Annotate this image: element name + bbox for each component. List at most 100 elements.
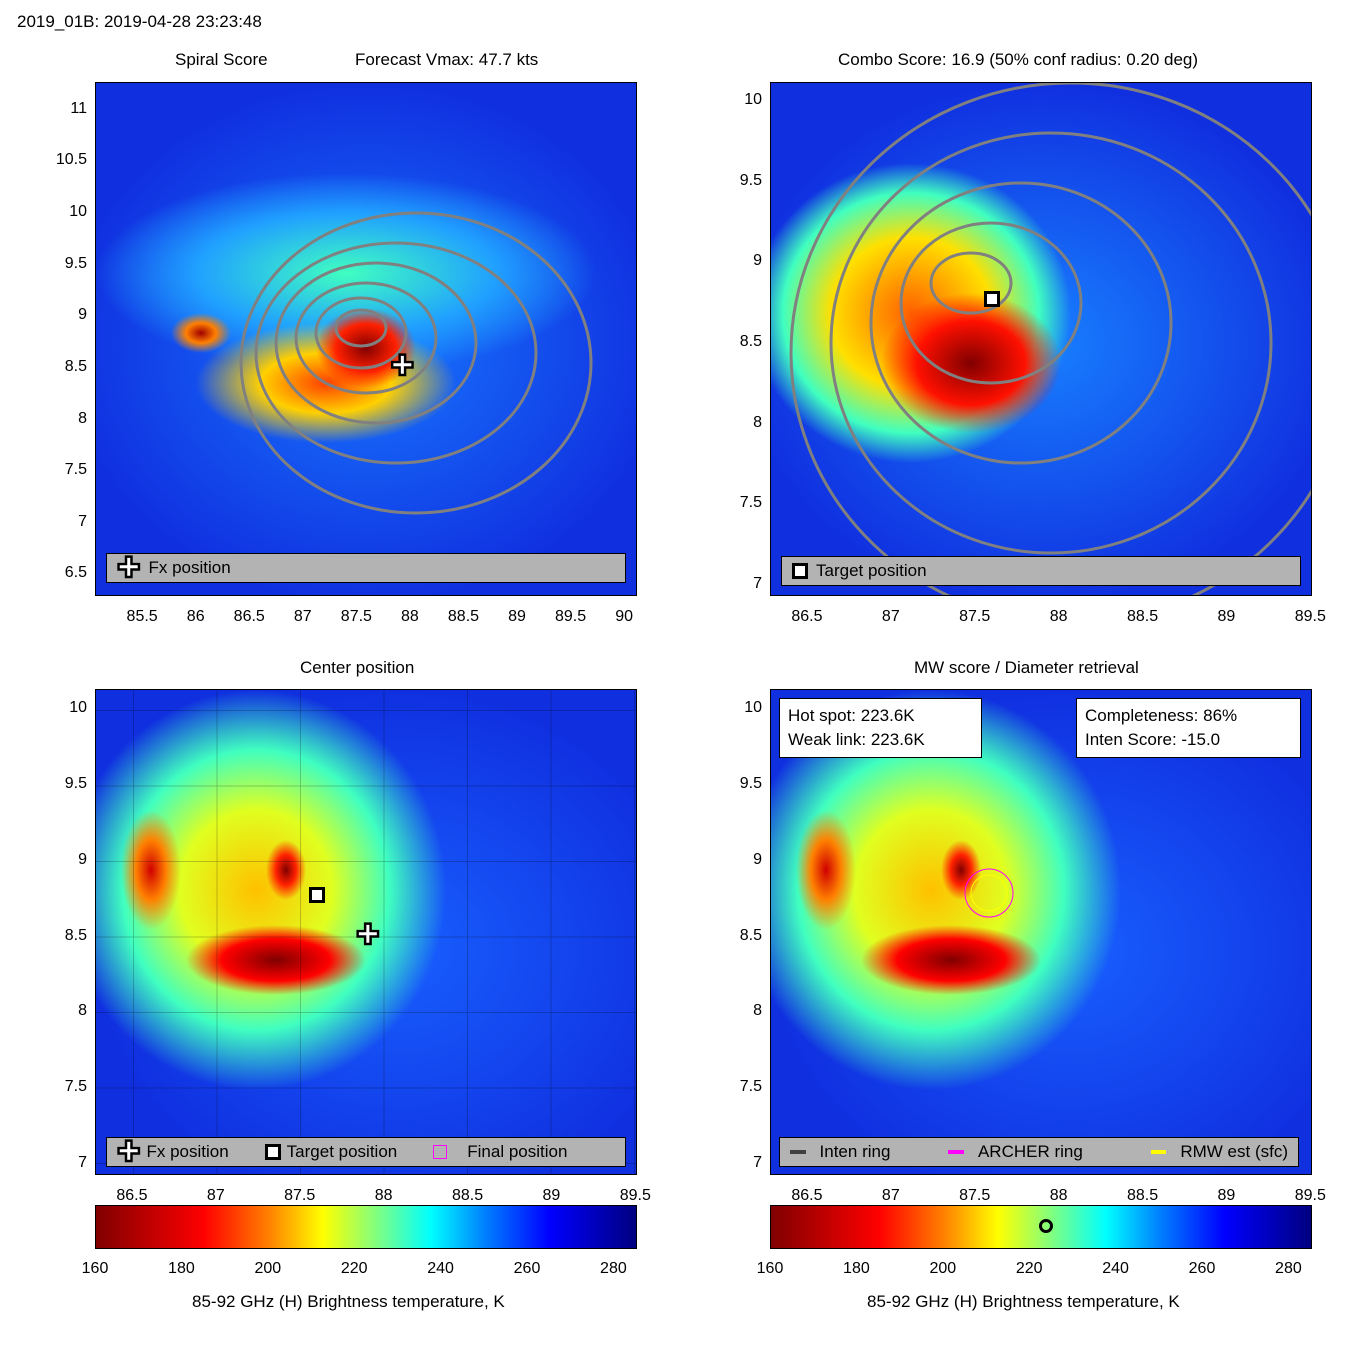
x-tick-label: 88	[1049, 1187, 1068, 1204]
x-tick-label: 90	[615, 608, 634, 625]
y-tick-label: 7.5	[739, 494, 762, 512]
colorbar-tick-label: 280	[600, 1260, 627, 1277]
inten-score: Inten Score: -15.0	[1085, 730, 1221, 749]
x-tick-label: 86.5	[116, 1187, 148, 1204]
x-tick-label: 87.5	[959, 608, 991, 625]
colorbar-left	[95, 1205, 637, 1249]
colorbar-right	[770, 1205, 1312, 1249]
target-position-marker	[309, 887, 326, 904]
legend-fx: Fx position	[148, 558, 231, 577]
legend-inten: Inten ring	[819, 1142, 891, 1161]
br-title: MW score / Diameter retrieval	[914, 658, 1139, 677]
y-tick-label: 8	[78, 409, 87, 427]
y-tick-label: 10.5	[55, 151, 87, 169]
y-tick-label: 7	[753, 1154, 762, 1172]
x-tick-label: 86.5	[233, 608, 265, 625]
x-tick-label: 86.5	[791, 608, 823, 625]
legend-rmw: RMW est (sfc)	[1180, 1142, 1288, 1161]
x-tick-label: 87	[881, 1187, 900, 1204]
tl-title-left: Spiral Score	[175, 50, 268, 69]
y-tick-label: 9	[753, 850, 762, 868]
figure-title: 2019_01B: 2019-04-28 23:23:48	[17, 12, 262, 31]
y-tick-label: 9	[78, 850, 87, 868]
x-tick-label: 85.5	[126, 608, 158, 625]
y-tick-label: 8	[753, 413, 762, 431]
x-tick-label: 88.5	[451, 1187, 484, 1204]
archer-ring-icon	[948, 1150, 964, 1154]
legend: ✚ Fx position Target position Final posit…	[106, 1137, 626, 1167]
x-tick-label: 89.5	[1294, 1187, 1326, 1204]
x-tick-label: 88.5	[1126, 1187, 1159, 1204]
colorbar-tick-label: 260	[1188, 1260, 1216, 1277]
y-tick-label: 7	[78, 1154, 87, 1172]
final-square-icon	[433, 1145, 448, 1159]
y-tick-label: 9.5	[64, 774, 87, 792]
x-tick-label: 89	[508, 608, 526, 625]
colorbar-tick-label: 260	[513, 1260, 541, 1277]
inten-ring-icon	[790, 1150, 806, 1154]
x-tick-label: 88.5	[447, 608, 480, 625]
x-tick-label: 87	[206, 1187, 225, 1204]
y-tick-label: 7.5	[64, 461, 87, 479]
colorbar-tick-label: 240	[427, 1260, 454, 1277]
y-tick-label: 10	[69, 203, 87, 221]
x-tick-label: 87	[881, 608, 900, 625]
contours	[789, 83, 1311, 595]
fx-position-marker: ✚	[355, 918, 380, 950]
mw-score-panel: Hot spot: 223.6K Weak link: 223.6K Comple…	[770, 689, 1312, 1175]
colorbar-tick-label: 180	[168, 1260, 195, 1277]
plus-icon: ✚	[116, 552, 141, 583]
colorbar-tick-label: 240	[1102, 1260, 1129, 1277]
x-tick-label: 89.5	[1294, 608, 1326, 625]
center-position-panel: ✚ Fx position Target position Final posit…	[95, 689, 637, 1175]
legend-target: Target position	[286, 1142, 398, 1161]
combo-score-panel: Target position	[770, 82, 1312, 596]
y-tick-label: 10	[744, 91, 762, 109]
y-tick-label: 8	[78, 1002, 87, 1020]
y-tick-label: 11	[70, 99, 87, 117]
x-tick-label: 89.5	[619, 1187, 651, 1204]
completeness-info: Completeness: 86% Inten Score: -15.0	[1076, 698, 1301, 758]
x-tick-label: 87.5	[959, 1187, 991, 1204]
colorbar-label-right: 85-92 GHz (H) Brightness temperature, K	[867, 1292, 1180, 1311]
legend-final: Final position	[467, 1142, 568, 1161]
colorbar-label-left: 85-92 GHz (H) Brightness temperature, K	[192, 1292, 505, 1311]
legend: ✚ Fx position	[106, 553, 626, 583]
target-position-marker	[984, 290, 1001, 307]
legend: Inten ring ARCHER ring RMW est (sfc)	[779, 1137, 1299, 1167]
colorbar-tick-label: 160	[81, 1260, 109, 1277]
x-tick-label: 88	[401, 608, 419, 625]
colorbar-tick-label: 220	[340, 1260, 368, 1277]
y-tick-label: 10	[744, 698, 762, 716]
x-tick-label: 88	[1049, 608, 1068, 625]
rmw-icon	[1150, 1150, 1167, 1154]
legend: Target position	[781, 556, 1301, 586]
x-tick-label: 88	[374, 1187, 393, 1204]
y-tick-label: 8	[753, 1002, 762, 1020]
legend-archer: ARCHER ring	[977, 1142, 1083, 1161]
y-tick-label: 9	[753, 252, 762, 270]
x-tick-label: 86	[186, 608, 205, 625]
colorbar-tick-label: 160	[756, 1260, 784, 1277]
colorbar-tick-label: 200	[254, 1260, 282, 1277]
hotspot-info: Hot spot: 223.6K Weak link: 223.6K	[779, 698, 982, 758]
square-icon	[264, 1144, 281, 1160]
square-icon	[792, 563, 808, 579]
legend-target: Target position	[816, 561, 927, 580]
hotspot-marker	[1038, 1219, 1053, 1233]
colorbar-tick-label: 220	[1015, 1260, 1043, 1277]
x-tick-label: 87.5	[340, 608, 372, 625]
weak-link: Weak link: 223.6K	[788, 730, 925, 749]
y-tick-label: 7.5	[739, 1078, 762, 1096]
x-tick-label: 86.5	[791, 1187, 823, 1204]
x-tick-label: 87.5	[284, 1187, 316, 1204]
rings	[964, 868, 1014, 918]
y-tick-label: 7	[753, 574, 762, 592]
x-tick-label: 87	[293, 608, 312, 625]
x-tick-label: 89.5	[555, 608, 587, 625]
y-tick-label: 10	[69, 698, 87, 716]
spiral-score-panel: ✚ Fx position ✚	[95, 82, 637, 596]
colorbar-tick-label: 280	[1275, 1260, 1302, 1277]
contours	[239, 211, 593, 515]
colorbar-tick-label: 180	[843, 1260, 870, 1277]
